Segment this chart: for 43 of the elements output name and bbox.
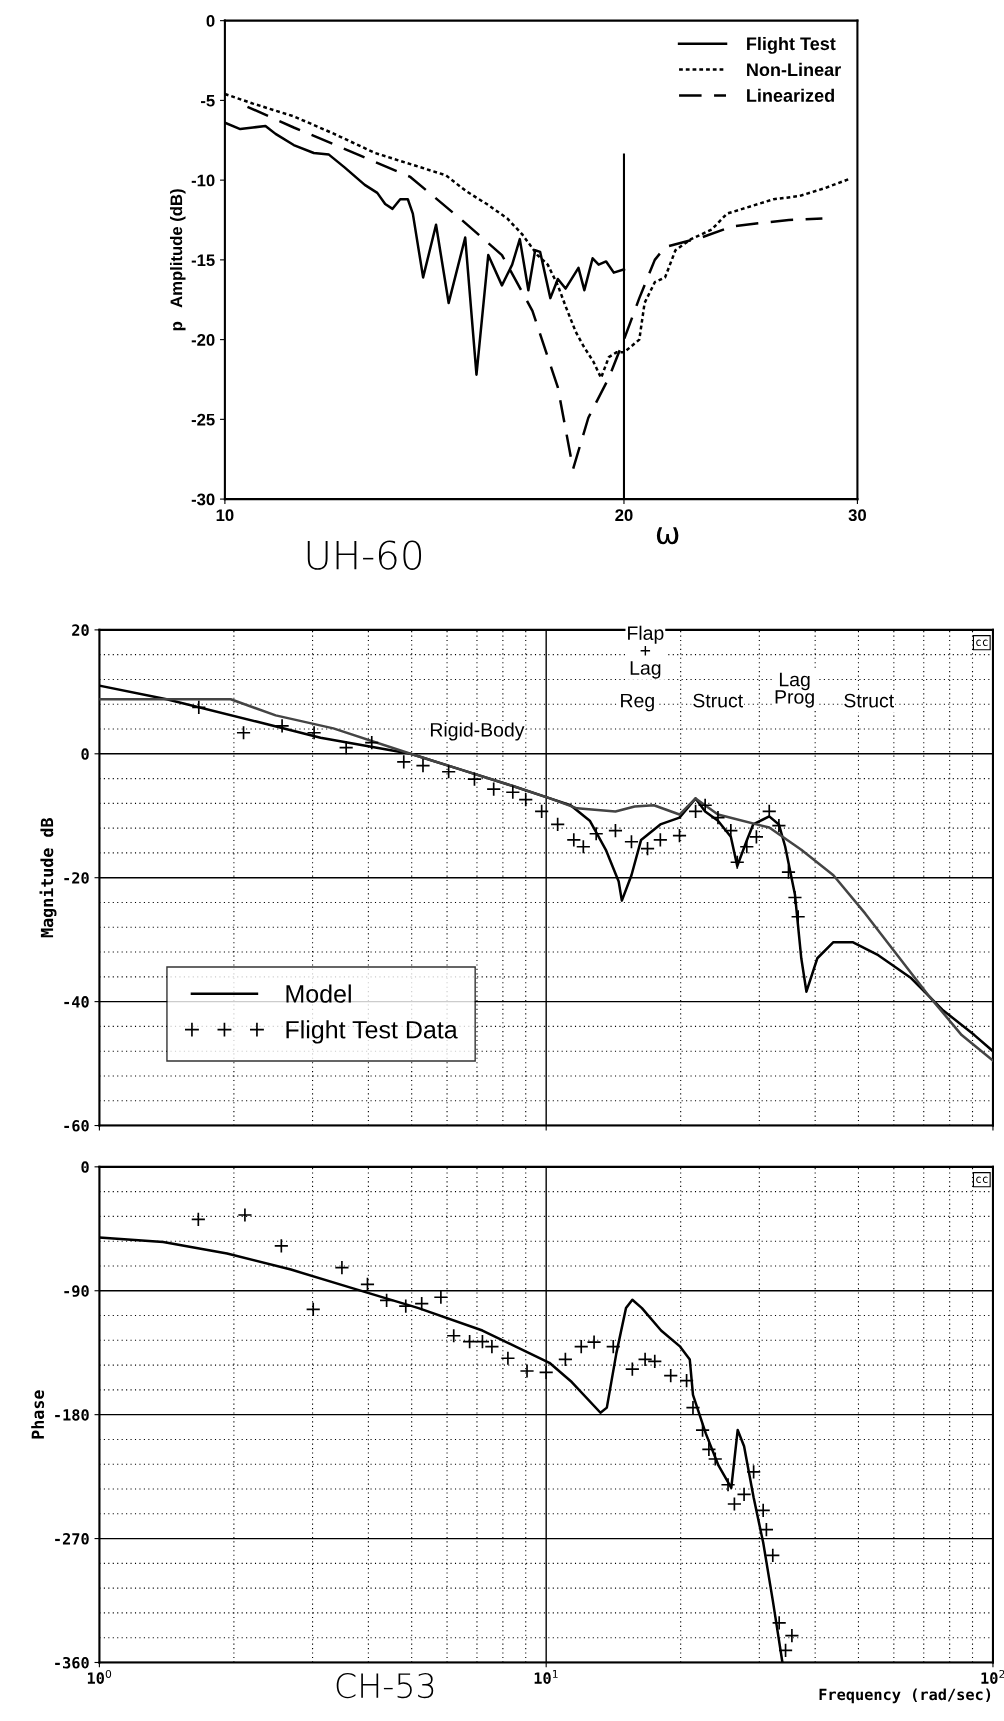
y-tick-label: -360 [55, 1656, 89, 1669]
y-tick-label: -270 [55, 1533, 89, 1545]
y-tick-label: 0 [206, 15, 215, 27]
y-tick-label: 20 [72, 624, 89, 636]
y-tick-label: -20 [64, 872, 89, 884]
y-tick-label: -180 [55, 1409, 89, 1421]
y-tick-label: -10 [191, 174, 215, 187]
legend-label: Flight Test Data [286, 1020, 458, 1044]
y-axis-title: Magnitude dB [39, 818, 57, 938]
y-tick-label: -20 [191, 334, 215, 346]
x-tick-label: 10$^{2}$ [981, 1669, 1004, 1684]
y-tick-label: 0 [81, 1161, 89, 1173]
annotation: Struct [844, 693, 894, 708]
legend-label: Non-Linear [747, 62, 841, 77]
x-tick-label: 10$^{0}$ [87, 1669, 112, 1684]
x-tick-label: 10$^{1}$ [534, 1670, 558, 1684]
annotation: Reg [621, 693, 654, 712]
text: UH-60 [307, 540, 422, 570]
x-tick-label: 20 [615, 509, 633, 522]
annotation: Struct [693, 693, 743, 708]
y-axis-title: p Amplitude (dB) [170, 189, 186, 331]
y-tick-label: -30 [191, 493, 215, 506]
legend-label: Model [286, 984, 351, 1003]
annotation: cc [976, 639, 988, 646]
y-tick-label: -25 [191, 413, 215, 426]
legend-label: Linearized [747, 88, 834, 102]
legend-label: Flight Test [747, 36, 836, 54]
y-tick-label: -15 [191, 254, 215, 267]
x-axis-title: Frequency (rad/sec) [819, 1688, 991, 1704]
annotation: Rigid-Body [430, 722, 525, 741]
y-tick-label: -5 [201, 94, 215, 107]
y-axis-title: Phase [31, 1390, 45, 1439]
y-tick-label: -90 [64, 1285, 89, 1297]
annotation: cc [976, 1176, 988, 1183]
text: CH-53 [336, 1672, 434, 1699]
x-tick-label: 30 [848, 509, 866, 522]
y-tick-label: 0 [81, 748, 89, 760]
annotation: Flap + Lag [628, 625, 664, 679]
y-tick-label: -60 [64, 1120, 89, 1132]
x-tick-label: 10 [216, 509, 234, 522]
annotation: Lag Prog [775, 672, 814, 708]
y-tick-label: -40 [64, 996, 89, 1008]
x-axis-title: ω [656, 527, 679, 545]
